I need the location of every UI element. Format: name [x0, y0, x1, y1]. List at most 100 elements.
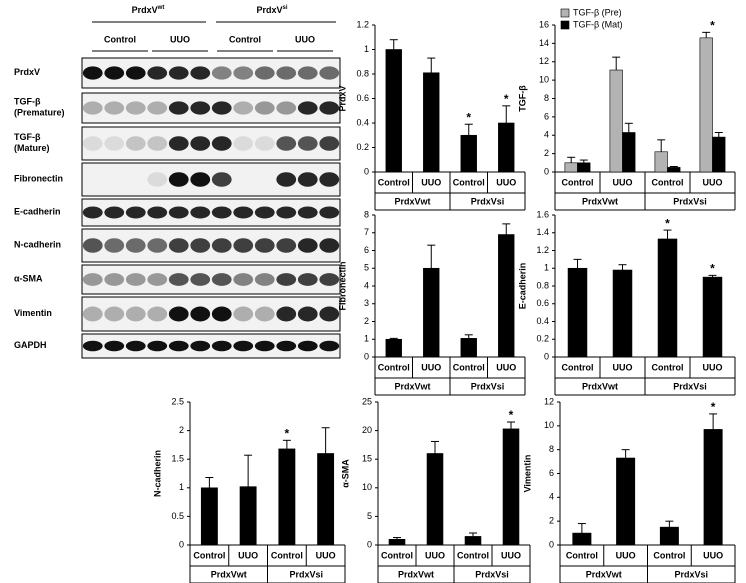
y-tick-label: 5 — [364, 263, 369, 273]
bar — [388, 538, 406, 546]
y-tick-label: 12 — [539, 56, 549, 66]
blot-band — [82, 66, 103, 80]
group-label: PrdxVwt — [398, 569, 434, 579]
y-tick-label: 0.6 — [356, 93, 369, 103]
group-label: PrdxVsi — [471, 381, 505, 391]
label-line: Fibronectin — [14, 174, 63, 184]
blot-band — [104, 66, 125, 80]
legend-label: TGF-β (Mat) — [573, 19, 623, 29]
blot-band — [297, 101, 318, 115]
bar — [612, 269, 633, 358]
label-line: GAPDH — [14, 340, 47, 350]
blot-group-label: PrdxVwt — [132, 5, 165, 16]
y-tick-label: 16 — [539, 19, 549, 29]
blot-band — [104, 273, 125, 286]
label-line: TGF-β — [14, 97, 41, 107]
error-bar — [618, 264, 627, 271]
group-label: PrdxVsi — [674, 569, 708, 579]
blot-strip — [81, 228, 341, 263]
blot-band — [297, 172, 318, 187]
blot-row-label: N-cadherin — [14, 240, 61, 250]
error-bar — [621, 449, 630, 459]
blot-row-label: PrdxV — [14, 67, 40, 77]
x-tick-label: UUO — [703, 550, 723, 560]
blot-band — [276, 136, 297, 151]
y-tick-label: 6 — [549, 468, 554, 478]
bar — [426, 453, 444, 546]
bar — [657, 238, 678, 358]
error-bar — [567, 156, 576, 163]
x-tick-label: Control — [193, 550, 225, 560]
blot-band — [319, 238, 340, 253]
y-tick-label: 3 — [364, 298, 369, 308]
blot-band — [211, 306, 232, 322]
blot-strip — [81, 296, 341, 332]
bar — [423, 72, 440, 173]
blot-strip — [81, 198, 341, 227]
blot-band — [104, 340, 125, 352]
blot-band — [168, 306, 189, 322]
y-tick-label: 0.8 — [536, 280, 549, 290]
error-bar — [579, 159, 588, 163]
error-bar — [464, 123, 473, 136]
bar — [464, 536, 482, 546]
y-tick-label: 0 — [544, 166, 549, 176]
blot-band — [190, 306, 211, 322]
error-bar — [573, 258, 582, 269]
blot-band — [190, 101, 211, 115]
y-axis-label: N-cadherin — [152, 450, 162, 497]
blot-band — [168, 238, 189, 253]
blot-band — [168, 172, 189, 187]
x-tick-label: UUO — [613, 362, 633, 372]
error-bar — [702, 31, 711, 38]
blot-band — [211, 206, 232, 219]
blot-band — [104, 101, 125, 115]
blot-band — [168, 66, 189, 80]
y-tick-label: 20 — [362, 425, 372, 435]
y-tick-label: 10 — [539, 75, 549, 85]
blot-band — [276, 66, 297, 80]
y-tick-label: 6 — [544, 111, 549, 121]
label-line: TGF-β — [14, 132, 41, 142]
blot-band — [211, 66, 232, 80]
blot-band — [254, 206, 275, 219]
bar — [667, 167, 681, 173]
bar — [423, 267, 440, 358]
error-bar — [205, 477, 214, 488]
error-bar — [282, 439, 291, 449]
blot-band — [147, 66, 168, 80]
y-tick-label: 1.5 — [171, 454, 184, 464]
error-bar — [244, 454, 253, 487]
blot-band — [125, 340, 146, 352]
blot-row-label: GAPDH — [14, 340, 47, 350]
blot-band — [319, 206, 340, 219]
blot-band — [190, 340, 211, 352]
y-tick-label: 4 — [364, 280, 369, 290]
bar — [654, 151, 668, 173]
significance-mark: * — [710, 19, 715, 33]
bar — [622, 132, 636, 173]
blot-band — [190, 273, 211, 286]
x-tick-label: Control — [566, 550, 598, 560]
label-line: (Premature) — [14, 108, 65, 118]
blot-band — [254, 273, 275, 286]
blot-band — [233, 66, 254, 80]
blot-band — [147, 206, 168, 219]
y-tick-label: 0 — [544, 351, 549, 361]
blot-band — [319, 172, 340, 187]
blot-band — [297, 238, 318, 253]
y-tick-label: 10 — [544, 420, 554, 430]
x-tick-label: UUO — [238, 550, 258, 560]
bar — [712, 136, 726, 173]
error-bar — [431, 440, 439, 454]
x-tick-label: UUO — [425, 550, 445, 560]
y-tick-label: 0.2 — [536, 334, 549, 344]
x-tick-label: UUO — [496, 362, 516, 372]
blot-band — [190, 136, 211, 151]
bar — [385, 338, 402, 358]
group-label: PrdxVwt — [211, 569, 247, 579]
x-tick-label: Control — [271, 550, 303, 560]
error-bar — [502, 223, 511, 235]
error-bar — [665, 520, 674, 528]
